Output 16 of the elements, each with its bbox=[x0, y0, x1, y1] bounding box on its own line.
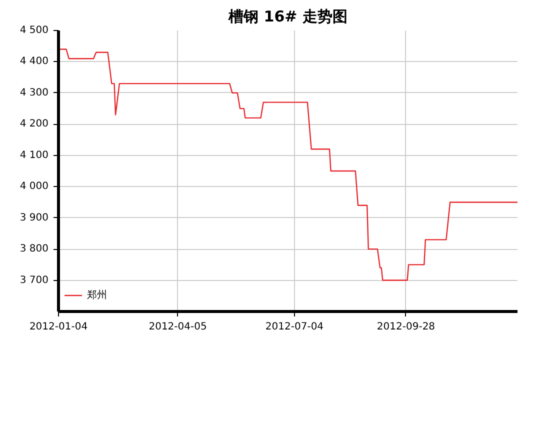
y-tick-label: 4 200 bbox=[20, 118, 49, 130]
x-tick-label: 2012-01-04 bbox=[29, 322, 88, 332]
y-tick-label: 3 900 bbox=[20, 212, 49, 224]
line-series bbox=[58, 48, 518, 281]
y-tick-label: 4 000 bbox=[20, 181, 49, 192]
x-tick-label: 2012-09-28 bbox=[376, 322, 436, 332]
y-tick-label: 4 100 bbox=[20, 150, 49, 161]
y-tick-label: 3 700 bbox=[20, 274, 49, 286]
y-tick-label: 3 800 bbox=[20, 244, 49, 255]
x-tick-label: 2012-07-04 bbox=[265, 322, 324, 332]
legend-label: 郑州 bbox=[87, 288, 107, 302]
x-tick-label: 2012-04-05 bbox=[148, 322, 207, 332]
y-tick-label: 4 500 bbox=[20, 25, 49, 36]
y-tick-label: 4 300 bbox=[20, 87, 49, 98]
y-tick-label: 4 400 bbox=[20, 56, 49, 68]
chart-title: 槽钢 16# 走势图 bbox=[228, 8, 348, 26]
